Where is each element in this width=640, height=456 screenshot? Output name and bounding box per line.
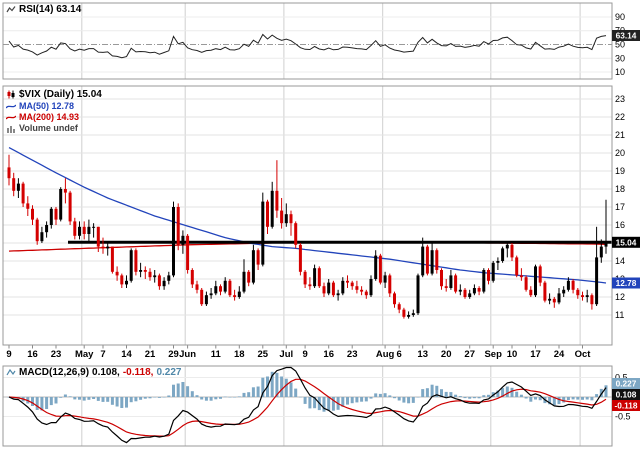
svg-text:16: 16 <box>323 349 334 360</box>
svg-text:90: 90 <box>615 12 625 22</box>
svg-text:14: 14 <box>615 256 625 266</box>
svg-text:21: 21 <box>145 349 156 360</box>
svg-text:Aug: Aug <box>376 349 395 360</box>
svg-text:11: 11 <box>211 349 222 360</box>
svg-text:15.04: 15.04 <box>616 238 637 248</box>
svg-text:11: 11 <box>615 310 624 320</box>
rsi-label: RSI(14) 63.14 <box>6 4 81 15</box>
svg-text:17: 17 <box>615 202 625 212</box>
macd-line <box>8 366 607 444</box>
svg-text:19: 19 <box>615 166 625 176</box>
svg-text:21: 21 <box>615 130 625 140</box>
svg-text:63.14: 63.14 <box>616 31 637 41</box>
svg-text:24: 24 <box>554 349 565 360</box>
macd-value-hist: 0.227 <box>156 367 182 378</box>
macd-panel-series <box>3 366 612 444</box>
symbol-label-text: $VIX (Daily) 15.04 <box>19 89 102 100</box>
svg-text:16: 16 <box>615 220 625 230</box>
symbol-label: $VIX (Daily) 15.04 <box>6 89 102 100</box>
svg-text:9: 9 <box>6 349 11 360</box>
svg-text:16: 16 <box>27 349 38 360</box>
svg-text:22: 22 <box>615 112 625 122</box>
candles <box>7 154 608 319</box>
svg-text:30: 30 <box>615 53 625 63</box>
rsi-label-text: RSI(14) 63.14 <box>19 4 82 15</box>
svg-text:14: 14 <box>121 349 132 360</box>
y-axis-labels: 9070503010232221201918171615141312110.50… <box>615 12 631 422</box>
ma50-label: MA(50) 12.78 <box>5 101 75 111</box>
svg-text:Oct: Oct <box>575 349 592 360</box>
macd-signal-line <box>8 378 607 437</box>
svg-text:23: 23 <box>615 94 625 104</box>
svg-text:29: 29 <box>168 349 179 360</box>
macd-value-macd: 0.108, <box>92 367 120 378</box>
macd-lines-icon <box>6 368 16 377</box>
ma200-label-text: MA(200) 14.93 <box>19 112 80 122</box>
rsi-panel-series <box>3 16 612 73</box>
svg-text:Sep: Sep <box>484 349 502 360</box>
svg-text:-0.118: -0.118 <box>614 401 637 411</box>
svg-text:10: 10 <box>615 67 625 77</box>
candlestick-icon <box>6 90 16 99</box>
ma50-line-icon <box>5 102 17 111</box>
svg-text:25: 25 <box>258 349 269 360</box>
svg-text:12: 12 <box>615 292 625 302</box>
svg-text:50: 50 <box>615 40 625 50</box>
ma200-line-icon <box>5 113 17 122</box>
price-panel-series <box>3 98 612 319</box>
volume-label: Volume undef <box>6 123 78 133</box>
svg-text:27: 27 <box>464 349 475 360</box>
svg-text:May: May <box>75 349 94 360</box>
svg-text:10: 10 <box>507 349 518 360</box>
svg-text:Jun: Jun <box>179 349 196 360</box>
svg-text:-0.5: -0.5 <box>615 412 631 422</box>
svg-text:0.227: 0.227 <box>616 379 637 389</box>
svg-text:17: 17 <box>530 349 541 360</box>
svg-text:20: 20 <box>615 148 625 158</box>
svg-text:9: 9 <box>302 349 307 360</box>
svg-text:0.5: 0.5 <box>615 373 628 383</box>
ma200-label: MA(200) 14.93 <box>5 112 80 122</box>
svg-text:23: 23 <box>347 349 358 360</box>
svg-text:18: 18 <box>615 184 625 194</box>
macd-label-name: MACD(12,26,9) <box>19 367 90 378</box>
svg-text:12.78: 12.78 <box>616 278 637 288</box>
volume-label-text: Volume undef <box>19 123 78 133</box>
svg-text:7: 7 <box>100 349 105 360</box>
volume-bars-icon <box>6 124 16 133</box>
svg-text:18: 18 <box>234 349 245 360</box>
svg-text:0.108: 0.108 <box>616 390 637 400</box>
macd-value-signal: -0.118, <box>122 367 154 378</box>
ma50-label-text: MA(50) 12.78 <box>19 101 75 111</box>
svg-text:13: 13 <box>417 349 428 360</box>
macd-label: MACD(12,26,9) 0.108, -0.118, 0.227 <box>6 367 181 378</box>
line-chart-icon <box>6 5 16 14</box>
svg-text:20: 20 <box>441 349 452 360</box>
svg-text:Jul: Jul <box>279 349 293 360</box>
svg-text:23: 23 <box>51 349 62 360</box>
svg-text:6: 6 <box>397 349 402 360</box>
x-axis: 9 16 23 May 7 14 21 29 Jun 11 18 25 Jul 9 16 23 Aug 6 13 20… <box>6 345 591 360</box>
